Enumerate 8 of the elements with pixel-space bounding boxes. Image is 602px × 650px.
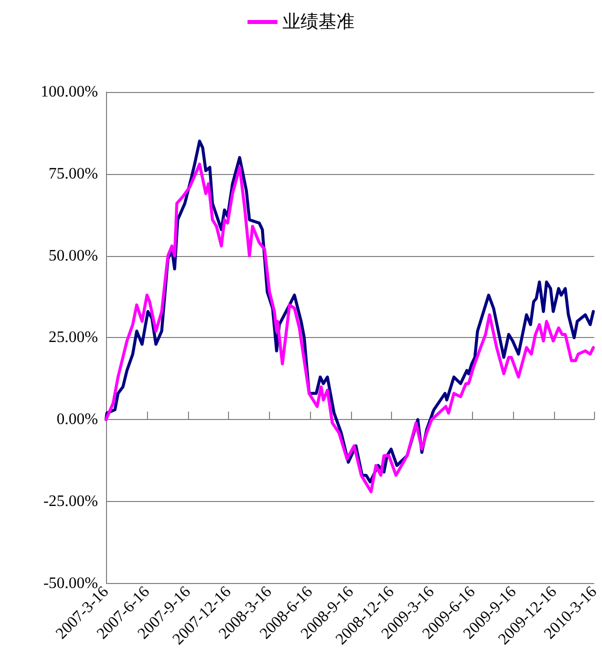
y-tick-label: -25.00%	[43, 493, 98, 510]
y-tick-label: 100.00%	[40, 84, 98, 100]
y-tick-label: 0.00%	[56, 411, 98, 428]
y-tick-label: 25.00%	[48, 329, 98, 346]
y-tick-label: 75.00%	[48, 165, 98, 182]
y-tick-label: 50.00%	[48, 247, 98, 264]
y-tick-label: -50.00%	[43, 574, 98, 592]
legend-label: 业绩基准	[282, 12, 354, 32]
